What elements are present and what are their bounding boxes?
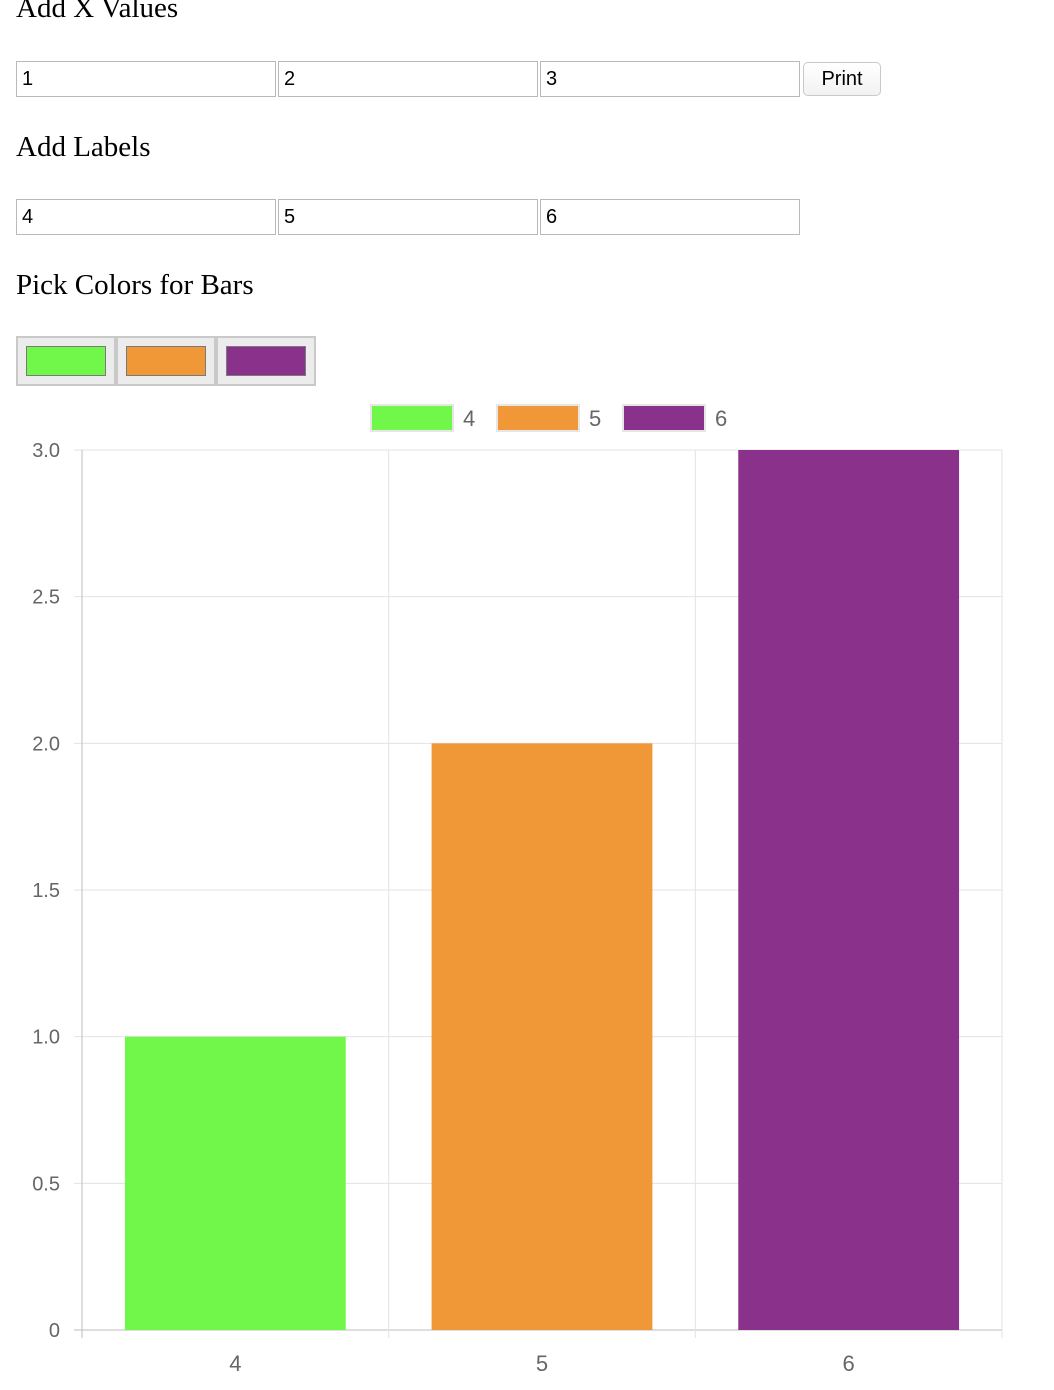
color-swatch-1 (26, 346, 106, 376)
label-input-3[interactable] (540, 199, 800, 235)
color-picker-3[interactable] (216, 336, 316, 386)
color-swatch-2 (126, 346, 206, 376)
x-values-heading: Add X Values (16, 0, 179, 24)
y-tick-label: 1.5 (32, 880, 60, 902)
x-value-input-3[interactable] (540, 61, 800, 97)
bar (124, 1036, 346, 1330)
x-tick-label: 5 (536, 1351, 548, 1376)
y-tick-label: 3.0 (32, 440, 60, 462)
legend-label: 4 (463, 406, 475, 431)
legend-swatch (370, 404, 454, 432)
label-input-1[interactable] (16, 199, 276, 235)
legend-label: 5 (589, 406, 601, 431)
bar-chart: 0 0.5 1.0 1.5 2.0 2.5 3.0 4 5 6 4 5 6 (32, 404, 1003, 1376)
labels-heading: Add Labels (16, 131, 151, 163)
x-value-input-1[interactable] (16, 61, 276, 97)
print-button[interactable]: Print (803, 62, 881, 96)
y-tick-label: 0.5 (32, 1173, 60, 1195)
y-tick-label: 2.5 (32, 587, 60, 609)
legend-swatch (622, 404, 706, 432)
color-picker-2[interactable] (116, 336, 216, 386)
legend-swatch (496, 404, 580, 432)
color-swatch-3 (226, 346, 306, 376)
y-tick-label: 1.0 (32, 1027, 60, 1049)
x-tick-label: 6 (843, 1351, 855, 1376)
bar (738, 450, 960, 1330)
bar (431, 743, 653, 1330)
y-tick-label: 0 (49, 1320, 60, 1342)
legend-label: 6 (715, 406, 727, 431)
colors-heading: Pick Colors for Bars (16, 269, 254, 301)
x-tick-label: 4 (229, 1351, 241, 1376)
color-picker-1[interactable] (16, 336, 116, 386)
label-input-2[interactable] (278, 199, 538, 235)
y-tick-label: 2.0 (32, 733, 60, 755)
x-value-input-2[interactable] (278, 61, 538, 97)
